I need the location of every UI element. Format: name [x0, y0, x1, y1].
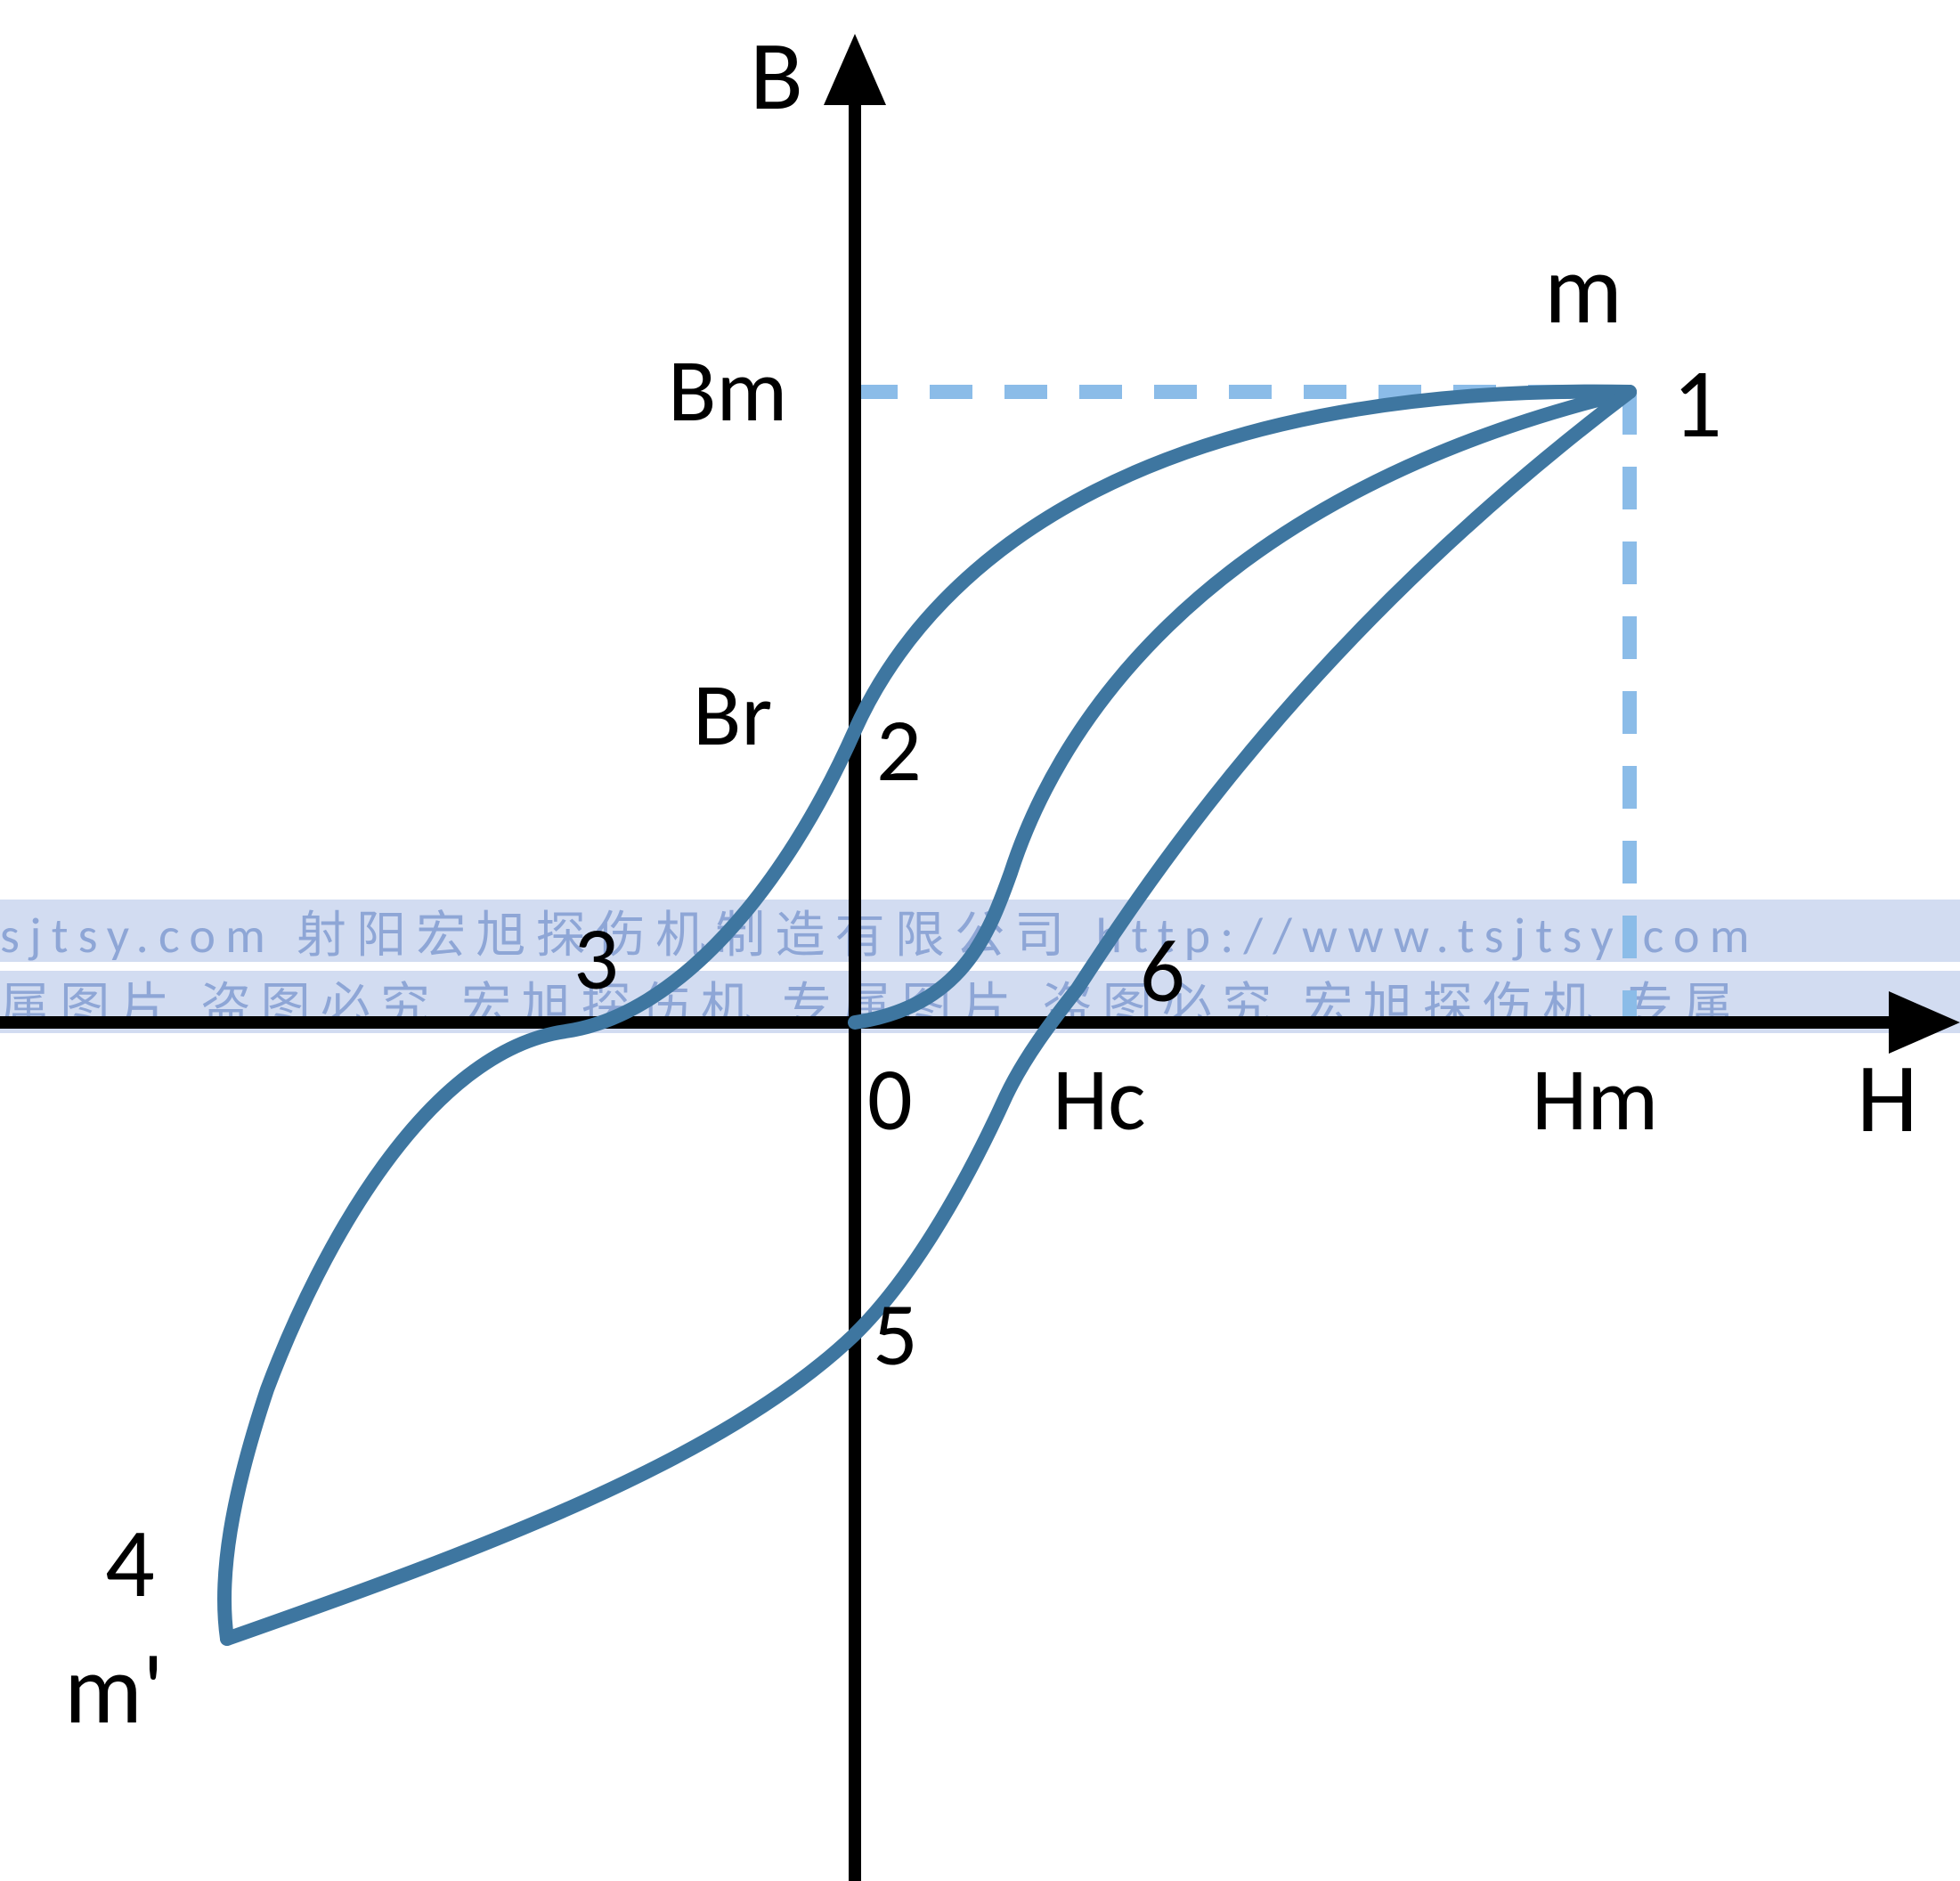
label-origin: 0: [867, 1054, 913, 1144]
label-point-3: 3: [573, 914, 619, 1003]
plot-svg: [0, 0, 1960, 1881]
label-br: Br: [693, 670, 772, 759]
label-point-6: 6: [1140, 926, 1185, 1015]
axis-label-h: H: [1857, 1049, 1918, 1147]
label-hc: Hc: [1053, 1054, 1146, 1144]
label-point-1: 1: [1672, 354, 1722, 452]
hysteresis-diagram: sjtsy.com 射阳宏旭探伤机制造有限公司 http://www.tsjts…: [0, 0, 1960, 1881]
label-point-5: 5: [873, 1290, 918, 1379]
label-point-4: 4: [105, 1514, 155, 1612]
hysteresis-lower-branch: [227, 392, 1630, 1639]
label-point-m: m: [1544, 240, 1622, 338]
y-axis-arrowhead: [824, 34, 886, 105]
label-hm: Hm: [1532, 1054, 1658, 1144]
axis-label-b: B: [750, 27, 803, 125]
label-bm: Bm: [668, 346, 787, 435]
label-point-m-prime: m': [64, 1641, 164, 1738]
label-point-2: 2: [876, 705, 922, 794]
